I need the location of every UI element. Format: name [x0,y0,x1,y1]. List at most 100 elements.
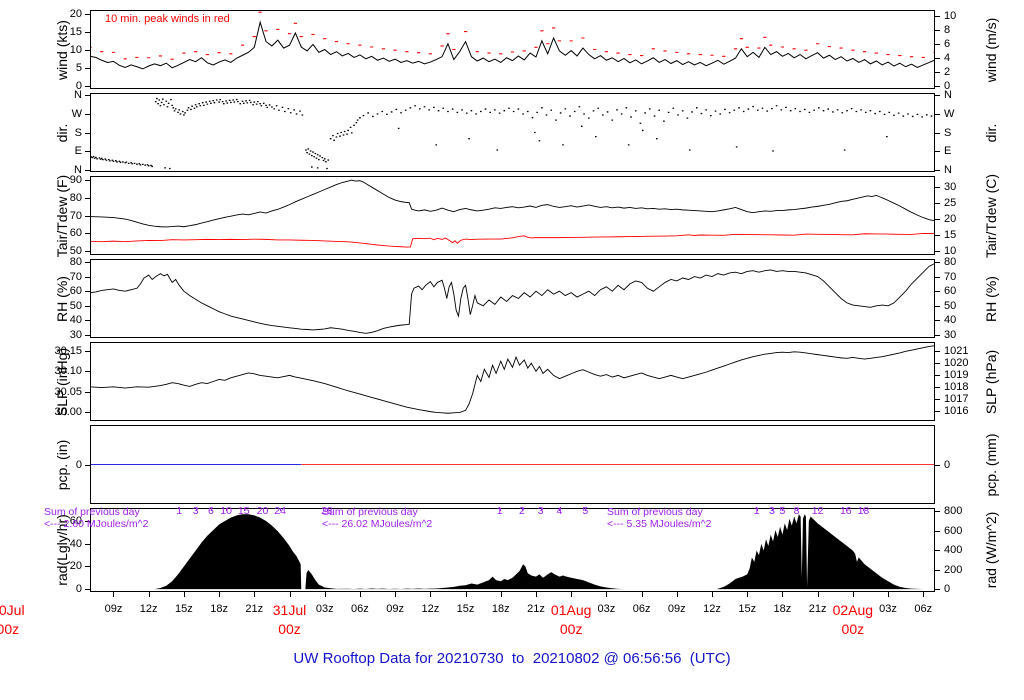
y-tick-mark-left [85,464,90,466]
y-tick-mark-left [85,215,90,217]
rad-count-tick [540,508,542,511]
y-tick-label-right: 200 [944,563,963,576]
x-tick-mark [571,592,573,597]
sum-line2: <--- 26.02 MJoules/m^2 [322,518,433,530]
y-tick-mark-right [935,169,940,171]
y-tick-mark-left [85,261,90,263]
x-tick-mark [254,592,256,597]
rad-count-label: 3 [537,505,544,517]
axis-title-right-pcp: pcp. (mm) [983,433,999,496]
rad-count-label: 8 [793,505,800,517]
x-tick-label: 12z [421,603,440,615]
y-tick-label-right: 6 [944,38,951,51]
sum-line2: <--- 5.35 MJoules/m^2 [607,518,712,530]
y-tick-label-left: 70 [69,209,82,222]
x-tick-label: 21z [808,603,827,615]
x-tick-label: 18z [491,603,510,615]
y-tick-label-right: 80 [944,255,957,268]
y-tick-mark-right [935,530,940,532]
series-wind-peak [90,11,935,60]
x-tick-mark [817,592,819,597]
y-tick-label-left: 60 [69,515,82,528]
y-tick-mark-right [935,86,940,88]
rad-count-label: 18 [857,505,870,517]
y-tick-label-left: 60 [69,285,82,298]
date-label: 30Jul 00z [0,601,40,639]
y-tick-mark-right [935,203,940,205]
x-tick-mark [183,592,185,597]
date-line1: 31Jul [272,602,307,618]
y-tick-mark-right [935,399,940,400]
axis-title-left-wind: wind (kts) [54,19,70,80]
axis-title-right-temp: Tair/Tdew (C) [983,173,999,258]
y-tick-mark-left [85,412,90,414]
panel-border [90,10,935,89]
y-tick-mark-right [935,30,940,32]
y-tick-label-right: 20 [944,213,957,225]
panel-border [90,425,935,504]
sum-line1: Sum of previous day [44,506,140,518]
y-tick-mark-right [935,305,940,307]
y-tick-label-right: 30 [944,329,957,342]
series-slp [90,345,935,414]
y-tick-label-right: 50 [944,299,957,312]
y-tick-label-right: N [944,163,952,176]
y-tick-mark-left [85,50,90,52]
rad-count-label: 6 [207,505,214,517]
rad-count-label: 5 [779,505,786,517]
rad-count-tick [243,508,245,511]
panel-dir [90,93,935,172]
y-tick-label-left: 30.05 [54,385,82,398]
rad-count-label: 1 [496,505,503,517]
axis-title-left-temp: Tair/Tdew (F) [54,174,70,257]
y-tick-label-left: 80 [69,191,82,204]
rad-count-label: 1 [176,505,183,517]
y-tick-mark-right [935,44,940,46]
panel-pcp [90,425,935,504]
radiation-sum-annotation-day2: Sum of previous day <--- 26.02 MJoules/m… [322,506,432,530]
axis-title-right-slp: SLP (hPa) [983,349,999,414]
y-tick-label-left: 20 [69,8,82,21]
axis-title-right-dir: dir. [983,123,999,142]
panel-slp [90,342,935,421]
y-tick-label-left: 0 [75,583,82,596]
x-tick-mark [888,592,890,597]
y-tick-mark-left [85,391,90,393]
y-tick-label-left: 30 [69,329,82,342]
radiation-sum-annotation-day3: Sum of previous day <--- 5.35 MJoules/m^… [607,506,711,530]
x-tick-mark [359,592,361,597]
y-tick-label-right: 1017 [944,393,969,405]
y-tick-mark-left [85,14,90,16]
sum-line1: Sum of previous day [607,506,703,518]
y-tick-mark-left [85,95,90,97]
y-tick-label-right: 70 [944,270,957,283]
y-tick-label-left: 0 [75,80,82,93]
axis-title-right-rh: RH (%) [983,275,999,322]
x-tick-mark [324,592,326,597]
y-tick-mark-right [935,350,940,352]
rad-count-label: 10 [220,505,232,517]
y-tick-mark-left [85,589,90,591]
rad-count-tick [521,508,523,511]
date-label: 02Aug 00z [821,601,885,639]
x-tick-mark [641,592,643,597]
rad-count-label: 20 [256,505,269,517]
y-tick-label-right: 1021 [944,344,969,357]
y-tick-mark-right [935,374,940,376]
rad-count-tick [585,508,587,511]
x-tick-label: 15z [456,603,475,615]
y-tick-label-left: 50 [69,299,82,312]
y-tick-label-left: 20 [69,560,82,573]
y-tick-mark-right [935,219,940,220]
rad-count-tick [195,508,197,511]
rad-count-tick [863,508,865,511]
y-tick-mark-right [935,569,940,571]
y-tick-label-left: N [74,163,82,176]
panel-border [90,259,935,338]
date-line2: 00z [278,621,301,637]
date-line2: 00z [559,621,583,637]
x-tick-label: 06z [351,603,369,615]
x-tick-label: 03z [315,603,334,615]
y-tick-label-left: N [74,89,82,102]
y-tick-mark-left [85,371,90,373]
